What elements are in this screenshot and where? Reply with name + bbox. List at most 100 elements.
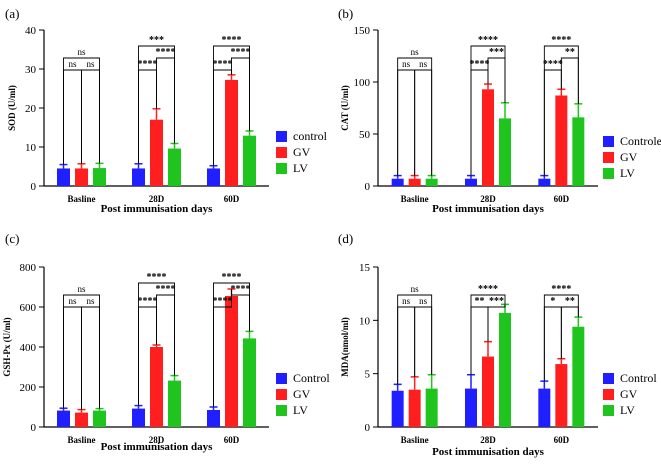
y-tick-label: 150	[354, 25, 371, 37]
significance-label: ****	[543, 59, 563, 70]
bar-gv-basline	[408, 389, 421, 427]
bar-control-basline	[57, 410, 70, 427]
bar-control-basline	[391, 390, 404, 427]
y-tick-label: 0	[31, 422, 37, 434]
bar-control-60d	[538, 388, 551, 427]
legend-swatch	[603, 405, 614, 416]
y-tick-label: 10	[25, 142, 37, 154]
y-axis-title: GSH-Px (U/ml)	[2, 317, 12, 376]
significance-label: ***	[489, 296, 504, 307]
bar-controle-basline	[391, 178, 404, 186]
legend-label: Control	[620, 371, 657, 385]
category-label: 28D	[480, 435, 496, 445]
bar-lv-60d	[572, 117, 585, 186]
significance-bracket	[470, 45, 506, 176]
legend-label: Controle	[620, 134, 661, 148]
significance-bracket	[397, 57, 433, 176]
significance-label: ****	[231, 284, 251, 295]
y-tick-label: 50	[359, 129, 371, 141]
bar-lv-28d	[499, 312, 511, 427]
category-label: 28D	[149, 194, 165, 204]
bar-control-28d	[132, 408, 145, 427]
category-label: Basline	[67, 194, 95, 204]
significance-label: ****	[138, 59, 158, 70]
y-tick-label: 0	[31, 181, 37, 193]
significance-label: ****	[478, 284, 498, 295]
legend-label: Control	[293, 371, 330, 385]
bar-gv-28d	[150, 119, 163, 186]
bar-gv-28d	[482, 356, 494, 427]
significance-label: ****	[231, 47, 251, 58]
significance-bracket	[414, 69, 433, 176]
significance-bracket	[81, 306, 100, 410]
significance-bracket	[138, 45, 175, 164]
bar-gv-60d	[555, 95, 568, 186]
significance-bracket	[63, 69, 82, 165]
category-label: 60D	[554, 194, 570, 204]
y-axis-title: SOD (U/ml)	[7, 85, 17, 131]
significance-label: ***	[489, 47, 504, 58]
x-axis-title: Post immunisation days	[101, 441, 214, 453]
significance-label: ns	[86, 59, 95, 69]
category-label: 60D	[224, 435, 240, 445]
significance-label: ns	[411, 284, 420, 294]
legend-swatch	[276, 131, 287, 142]
legend-label: GV	[293, 145, 311, 159]
category-label: 28D	[480, 194, 496, 204]
significance-bracket	[397, 294, 433, 385]
x-axis-title: Post immunisation days	[432, 203, 545, 215]
bar-control-28d	[132, 168, 145, 186]
y-tick-label: 20	[25, 103, 37, 115]
y-tick-label: 400	[20, 342, 37, 354]
significance-bracket	[81, 69, 100, 164]
legend-swatch	[276, 389, 287, 400]
category-label: Basline	[67, 435, 95, 445]
legend-swatch	[603, 373, 614, 384]
bar-lv-basline	[93, 168, 106, 186]
legend-label: GV	[620, 150, 638, 164]
category-label: Basline	[401, 194, 429, 204]
significance-label: ns	[86, 296, 95, 306]
panel-1: (b) 0 50 100 150 CAT (U/ml) Basline 28D 60D Post …	[338, 6, 661, 215]
legend-swatch	[603, 136, 614, 147]
y-axis-title: MDA(nmol/ml)	[340, 317, 350, 377]
significance-label: ****	[551, 284, 571, 295]
significance-label: ****	[138, 296, 158, 307]
significance-bracket	[397, 306, 416, 385]
significance-bracket	[487, 304, 506, 342]
y-tick-label: 10	[359, 315, 371, 327]
bar-lv-60d	[243, 135, 256, 186]
legend-swatch	[603, 168, 614, 179]
bar-gv-basline	[408, 178, 421, 186]
significance-bracket	[63, 294, 100, 409]
bar-lv-60d	[572, 326, 585, 427]
panel-2: (c) 0 200 400 600 800 GSH-Px (U/ml) Basline 28D 6…	[2, 231, 330, 453]
significance-label: ns	[77, 47, 86, 57]
x-axis-title: Post immunisation days	[101, 203, 214, 215]
legend-swatch	[276, 147, 287, 158]
bar-control-28d	[465, 388, 477, 427]
bar-gv-basline	[75, 412, 88, 427]
bar-lv-28d	[168, 148, 181, 186]
y-tick-label: 600	[20, 302, 37, 314]
bar-lv-basline	[93, 410, 106, 427]
panel-label: (b)	[338, 6, 353, 21]
significance-bracket	[63, 57, 100, 165]
y-tick-label: 800	[20, 262, 37, 274]
category-label: 28D	[149, 435, 165, 445]
category-label: 60D	[224, 194, 240, 204]
panel-label: (d)	[338, 231, 353, 246]
legend-swatch	[276, 163, 287, 174]
panel-label: (c)	[5, 231, 19, 246]
bar-controle-28d	[465, 178, 477, 186]
bar-gv-60d	[225, 296, 238, 427]
panel-3: (d) 0 5 10 15 MDA(nmol/ml) Basline 28D 60D Post i…	[338, 231, 657, 458]
y-tick-label: 40	[25, 25, 37, 37]
panel-label: (a)	[5, 6, 19, 21]
bar-control-60d	[207, 410, 220, 427]
significance-label: ns	[77, 284, 86, 294]
bar-control-basline	[57, 168, 70, 186]
bar-gv-60d	[555, 364, 568, 427]
y-tick-label: 5	[365, 369, 371, 381]
significance-label: ****	[551, 35, 571, 46]
